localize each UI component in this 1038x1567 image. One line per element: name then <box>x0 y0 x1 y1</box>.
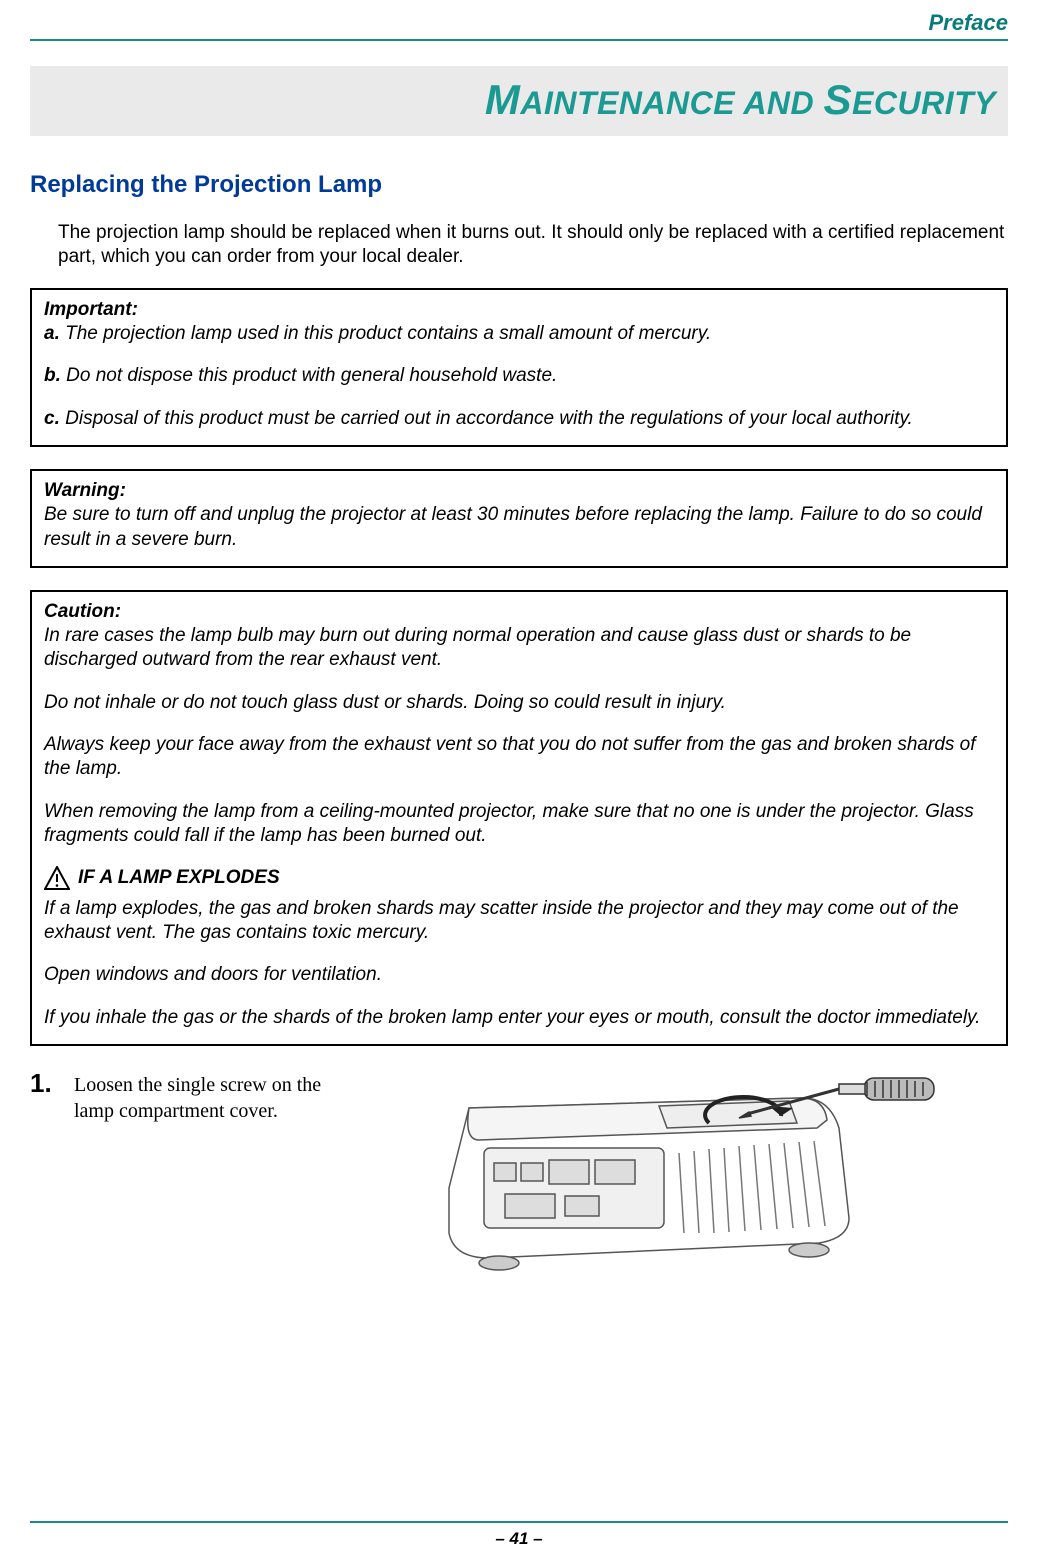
page: Preface MAINTENANCE AND SECURITY Replaci… <box>0 0 1038 1567</box>
warning-box: Warning: Be sure to turn off and unplug … <box>30 469 1008 568</box>
step-illustration <box>350 1068 1008 1298</box>
subsection-heading: Replacing the Projection Lamp <box>30 171 1008 199</box>
page-number: – 41 – <box>30 1529 1008 1549</box>
step-number: 1. <box>30 1068 58 1099</box>
important-item-b: b. Do not dispose this product with gene… <box>44 364 994 388</box>
important-heading: Important: <box>44 298 994 322</box>
important-item-c: c. Disposal of this product must be carr… <box>44 407 994 431</box>
caution-p4: When removing the lamp from a ceiling-mo… <box>44 800 994 849</box>
caution-p2: Do not inhale or do not touch glass dust… <box>44 691 994 715</box>
important-item-a: a. The projection lamp used in this prod… <box>44 322 994 346</box>
important-box: Important: a. The projection lamp used i… <box>30 288 1008 447</box>
caution-p6: Open windows and doors for ventilation. <box>44 963 994 987</box>
section-title: MAINTENANCE AND SECURITY <box>485 85 996 121</box>
explode-heading: IF A LAMP EXPLODES <box>78 866 280 890</box>
caution-p5: If a lamp explodes, the gas and broken s… <box>44 897 994 946</box>
projector-illustration <box>409 1068 949 1298</box>
caution-heading: Caution: <box>44 600 994 624</box>
warning-text: Warning: Be sure to turn off and unplug … <box>44 479 994 552</box>
step-text: Loosen the single screw on the lamp comp… <box>74 1068 334 1124</box>
caution-p3: Always keep your face away from the exha… <box>44 733 994 782</box>
header-rule <box>30 39 1008 41</box>
warning-triangle-icon <box>44 866 70 890</box>
caution-box: Caution: In rare cases the lamp bulb may… <box>30 590 1008 1046</box>
caution-p1: In rare cases the lamp bulb may burn out… <box>44 624 994 673</box>
preface-label: Preface <box>928 10 1008 35</box>
section-banner: MAINTENANCE AND SECURITY <box>30 66 1008 136</box>
intro-paragraph: The projection lamp should be replaced w… <box>58 221 1008 270</box>
header: Preface <box>30 10 1008 36</box>
caution-p7: If you inhale the gas or the shards of t… <box>44 1006 994 1030</box>
step-1: 1. Loosen the single screw on the lamp c… <box>30 1068 1008 1298</box>
footer-rule <box>30 1521 1008 1523</box>
footer: – 41 – <box>30 1521 1008 1549</box>
explode-heading-row: IF A LAMP EXPLODES <box>44 866 994 890</box>
